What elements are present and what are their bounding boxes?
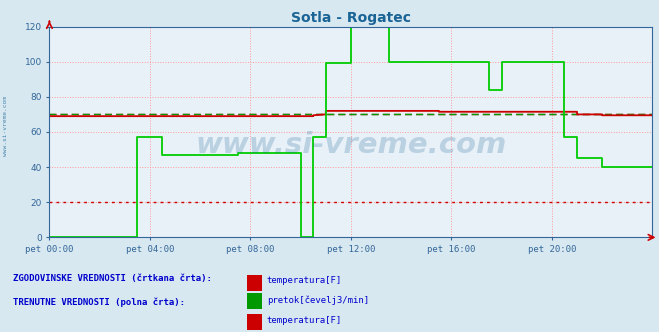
Text: TRENUTNE VREDNOSTI (polna črta):: TRENUTNE VREDNOSTI (polna črta):: [13, 297, 185, 307]
Title: Sotla - Rogatec: Sotla - Rogatec: [291, 11, 411, 25]
Text: pretok[čevelj3/min]: pretok[čevelj3/min]: [267, 295, 369, 305]
Text: ZGODOVINSKE VREDNOSTI (črtkana črta):: ZGODOVINSKE VREDNOSTI (črtkana črta):: [13, 274, 212, 283]
Text: www.si-vreme.com: www.si-vreme.com: [3, 96, 8, 156]
Text: www.si-vreme.com: www.si-vreme.com: [195, 130, 507, 159]
Text: temperatura[F]: temperatura[F]: [267, 276, 342, 285]
Text: temperatura[F]: temperatura[F]: [267, 316, 342, 325]
